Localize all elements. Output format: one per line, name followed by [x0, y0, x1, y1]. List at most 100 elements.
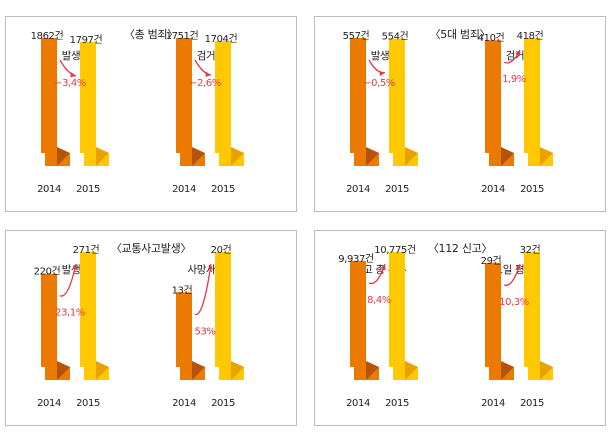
change-label: −0,5%: [363, 78, 395, 89]
bar-fold-2014: [366, 147, 379, 166]
x-tick-label: 2014: [172, 398, 196, 409]
data-label: 271건: [73, 244, 100, 256]
group-subtitle: 검거: [197, 50, 216, 62]
bar-fold-2014: [57, 147, 70, 166]
bar-2015: [389, 252, 405, 367]
panel-112-reports: 〈112 신고〉 신고 총 건수 9,937건 2014 10,775건 2015 8,4…: [314, 230, 606, 426]
bar-2014: [350, 260, 366, 367]
chart-traffic-accidents: 발생220건2014271건201523,1%사망사고13건201420건201…: [34, 244, 244, 409]
x-tick-label: 2015: [76, 184, 100, 195]
x-tick-label: 2014: [481, 184, 505, 195]
data-label: 410건: [478, 32, 505, 44]
data-label: 220건: [34, 266, 61, 278]
change-arrowhead: [72, 264, 78, 270]
x-tick-label: 2015: [520, 184, 544, 195]
bar-2015: [389, 38, 405, 154]
data-label: 1751건: [166, 30, 199, 42]
data-label: 9,937건: [338, 253, 374, 265]
chart-total-crime: 발생 1862건 2014 1797건 2015 −3,4% 검거 1751건 2014 1704…: [31, 30, 244, 195]
change-label: 1,9%: [502, 74, 526, 85]
bar-2014: [176, 38, 192, 153]
change-arrowhead: [205, 71, 211, 77]
bar-fold-2014: [366, 361, 379, 380]
bar-2015: [215, 41, 231, 153]
change-arrowhead: [70, 72, 76, 78]
change-label: −3,4%: [54, 78, 86, 89]
change-label: 8,4%: [367, 295, 391, 306]
panel-five-major-crimes: 〈5대 범죄〉 발생 557건 2014 554건 2015 −0,5% 검거 410건 201…: [314, 16, 606, 212]
change-label: −2,6%: [189, 78, 221, 89]
x-tick-label: 2015: [211, 184, 235, 195]
data-label: 13건: [172, 284, 193, 296]
bar-fold-2015: [540, 147, 553, 166]
bar-2015: [80, 252, 96, 367]
bar-fold-2015: [540, 361, 553, 380]
bar-2015: [524, 252, 540, 367]
x-tick-label: 2015: [211, 398, 235, 409]
x-tick-label: 2015: [76, 398, 100, 409]
x-tick-label: 2014: [346, 184, 370, 195]
panel-traffic-accidents: 〈교통사고발생〉 발생 220건 2014 271건 2015 23,1% 사망사고 13건 2…: [5, 230, 297, 426]
change-arrow: [194, 263, 212, 315]
group-subtitle: 발생: [62, 50, 81, 62]
panel-total-crime: 〈총 범죄〉 발생 1862건 2014 1797건 2015 −3,4% 검거 1751건 2…: [5, 16, 297, 212]
bar-2014: [485, 40, 501, 153]
x-tick-label: 2015: [520, 398, 544, 409]
data-label: 1862건: [31, 30, 64, 42]
bar-fold-2014: [501, 361, 514, 380]
bar-2015: [524, 38, 540, 153]
data-label: 1704건: [205, 33, 238, 45]
change-label: 10,3%: [499, 297, 529, 308]
x-tick-label: 2014: [346, 398, 370, 409]
change-label: 53%: [194, 326, 215, 337]
x-tick-label: 2014: [37, 184, 61, 195]
bar-fold-2015: [405, 361, 418, 380]
bar-fold-2014: [192, 361, 205, 380]
change-arrowhead: [515, 264, 521, 270]
data-label: 32건: [520, 244, 541, 256]
group-subtitle: 발생: [371, 50, 390, 62]
x-tick-label: 2015: [385, 398, 409, 409]
data-label: 10,775건: [374, 244, 416, 256]
bar-fold-2014: [501, 147, 514, 166]
bar-fold-2014: [57, 361, 70, 380]
change-arrowhead: [380, 264, 386, 270]
bar-2015: [80, 42, 96, 154]
bar-2014: [41, 38, 57, 153]
bar-fold-2015: [96, 361, 109, 380]
x-tick-label: 2014: [481, 398, 505, 409]
bar-2014: [485, 262, 501, 367]
data-label: 554건: [382, 31, 409, 43]
panel-title: 〈112 신고〉: [427, 242, 493, 255]
data-label: 557건: [343, 30, 370, 42]
data-label: 1797건: [70, 34, 103, 46]
bar-2014: [350, 38, 366, 153]
bar-2015: [215, 252, 231, 367]
group-subtitle: 검거: [506, 50, 525, 62]
data-label: 418건: [517, 30, 544, 42]
bar-2014: [176, 292, 192, 367]
bar-fold-2015: [96, 147, 109, 166]
panel-title: 〈교통사고발생〉: [110, 242, 192, 255]
group-subtitle: 발생: [62, 264, 81, 276]
bar-fold-2015: [405, 147, 418, 166]
change-arrowhead: [379, 70, 385, 77]
change-arrow: [59, 263, 77, 297]
change-label: 23,1%: [55, 308, 85, 319]
change-arrow: [194, 59, 212, 76]
bar-fold-2015: [231, 147, 244, 166]
bar-fold-2015: [231, 361, 244, 380]
x-tick-label: 2014: [37, 398, 61, 409]
x-tick-label: 2014: [172, 184, 196, 195]
bar-fold-2014: [192, 147, 205, 166]
change-arrow: [59, 59, 77, 77]
change-arrowhead: [515, 50, 520, 56]
data-label: 29건: [481, 255, 502, 267]
bar-2014: [41, 273, 57, 367]
data-label: 20건: [211, 244, 232, 256]
x-tick-label: 2015: [385, 184, 409, 195]
change-arrowhead: [207, 264, 213, 270]
panel-title: 〈5대 범죄〉: [429, 28, 491, 41]
